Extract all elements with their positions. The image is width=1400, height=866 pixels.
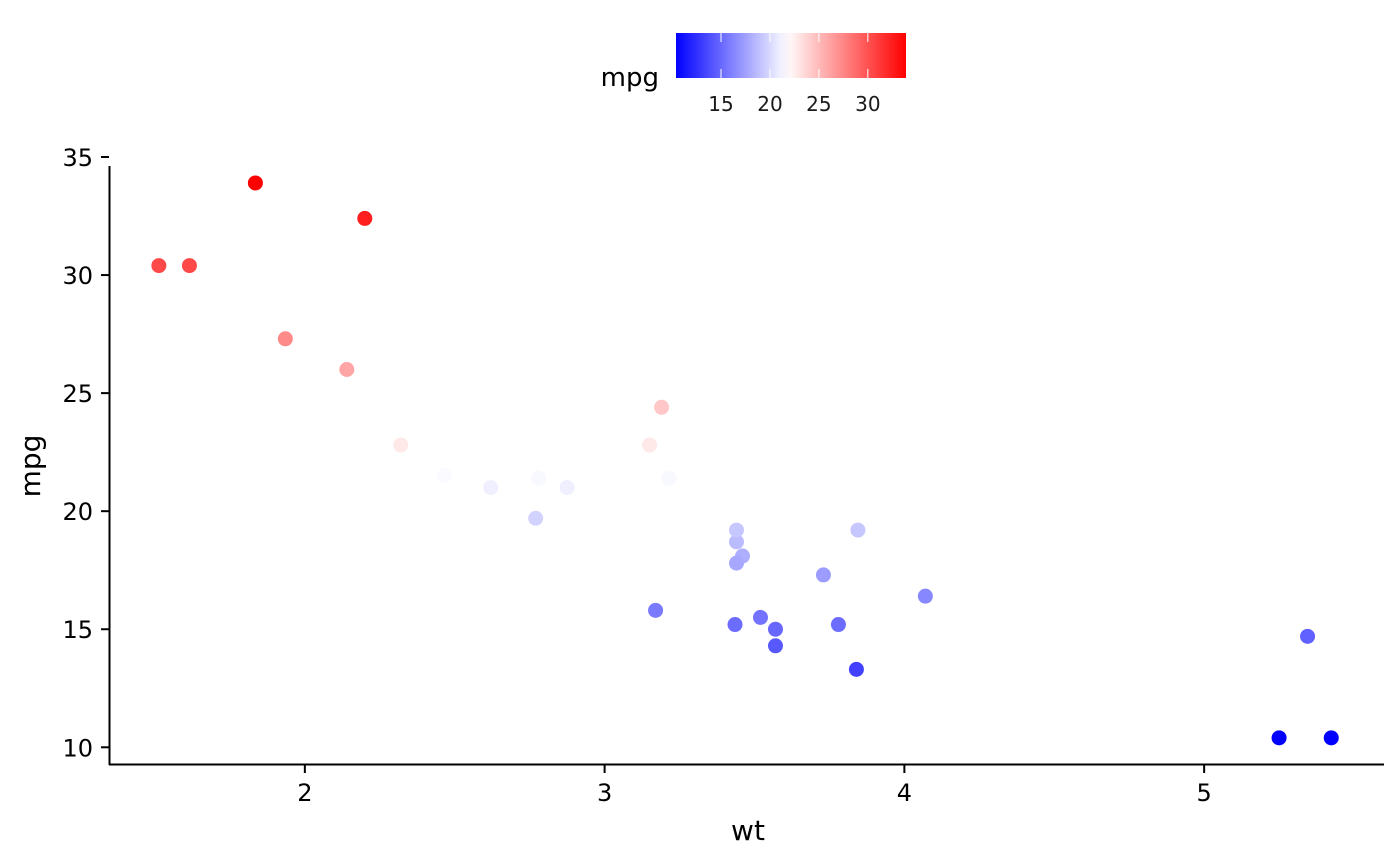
data-points [151,175,1339,746]
data-point [729,555,745,571]
y-tick-label: 10 [62,734,93,762]
data-point [642,437,658,453]
data-point [339,362,355,378]
x-tick-label: 2 [297,779,312,807]
legend: mpg 15 20 25 30 [601,33,906,116]
legend-ticks: 15 20 25 30 [708,33,881,116]
data-point [181,258,197,274]
data-point [247,175,263,191]
data-point [1271,730,1287,746]
legend-colorbar [676,33,906,78]
data-point [559,480,575,496]
y-tick-label: 15 [62,616,93,644]
x-axis-title: wt [731,814,765,847]
y-axis-title: mpg [14,435,47,498]
legend-tick-label: 20 [757,92,782,116]
x-tick-label: 3 [597,779,612,807]
legend-tick-label: 25 [806,92,831,116]
data-point [848,661,864,677]
data-point [661,470,677,486]
data-point [1323,730,1339,746]
legend-tick-label: 30 [855,92,880,116]
data-point [393,437,409,453]
legend-title: mpg [601,63,659,93]
data-point [729,534,745,550]
data-point [357,210,373,226]
data-point [648,602,664,618]
data-point [654,399,670,415]
data-point [850,522,866,538]
y-tick-label: 30 [62,262,93,290]
plot-area: 2 3 4 5 10 15 20 25 30 35 [62,144,1384,807]
data-point [767,621,783,637]
data-point [483,480,499,496]
data-point [752,609,768,625]
y-tick-label: 35 [62,144,93,172]
data-point [151,258,167,274]
data-point [830,617,846,633]
x-tick-label: 5 [1197,779,1212,807]
legend-tick-label: 15 [708,92,733,116]
data-point [815,567,831,583]
data-point [528,510,544,526]
data-point [917,588,933,604]
data-point [436,468,452,484]
y-tick-label: 20 [62,498,93,526]
y-axis-ticks: 10 15 20 25 30 35 [62,144,109,762]
data-point [531,470,547,486]
x-axis-ticks: 2 3 4 5 [297,765,1212,807]
data-point [729,522,745,538]
data-point [1300,628,1316,644]
x-tick-label: 4 [897,779,912,807]
data-point [727,617,743,633]
data-point [277,331,293,347]
data-point [767,638,783,654]
y-tick-label: 25 [62,380,93,408]
